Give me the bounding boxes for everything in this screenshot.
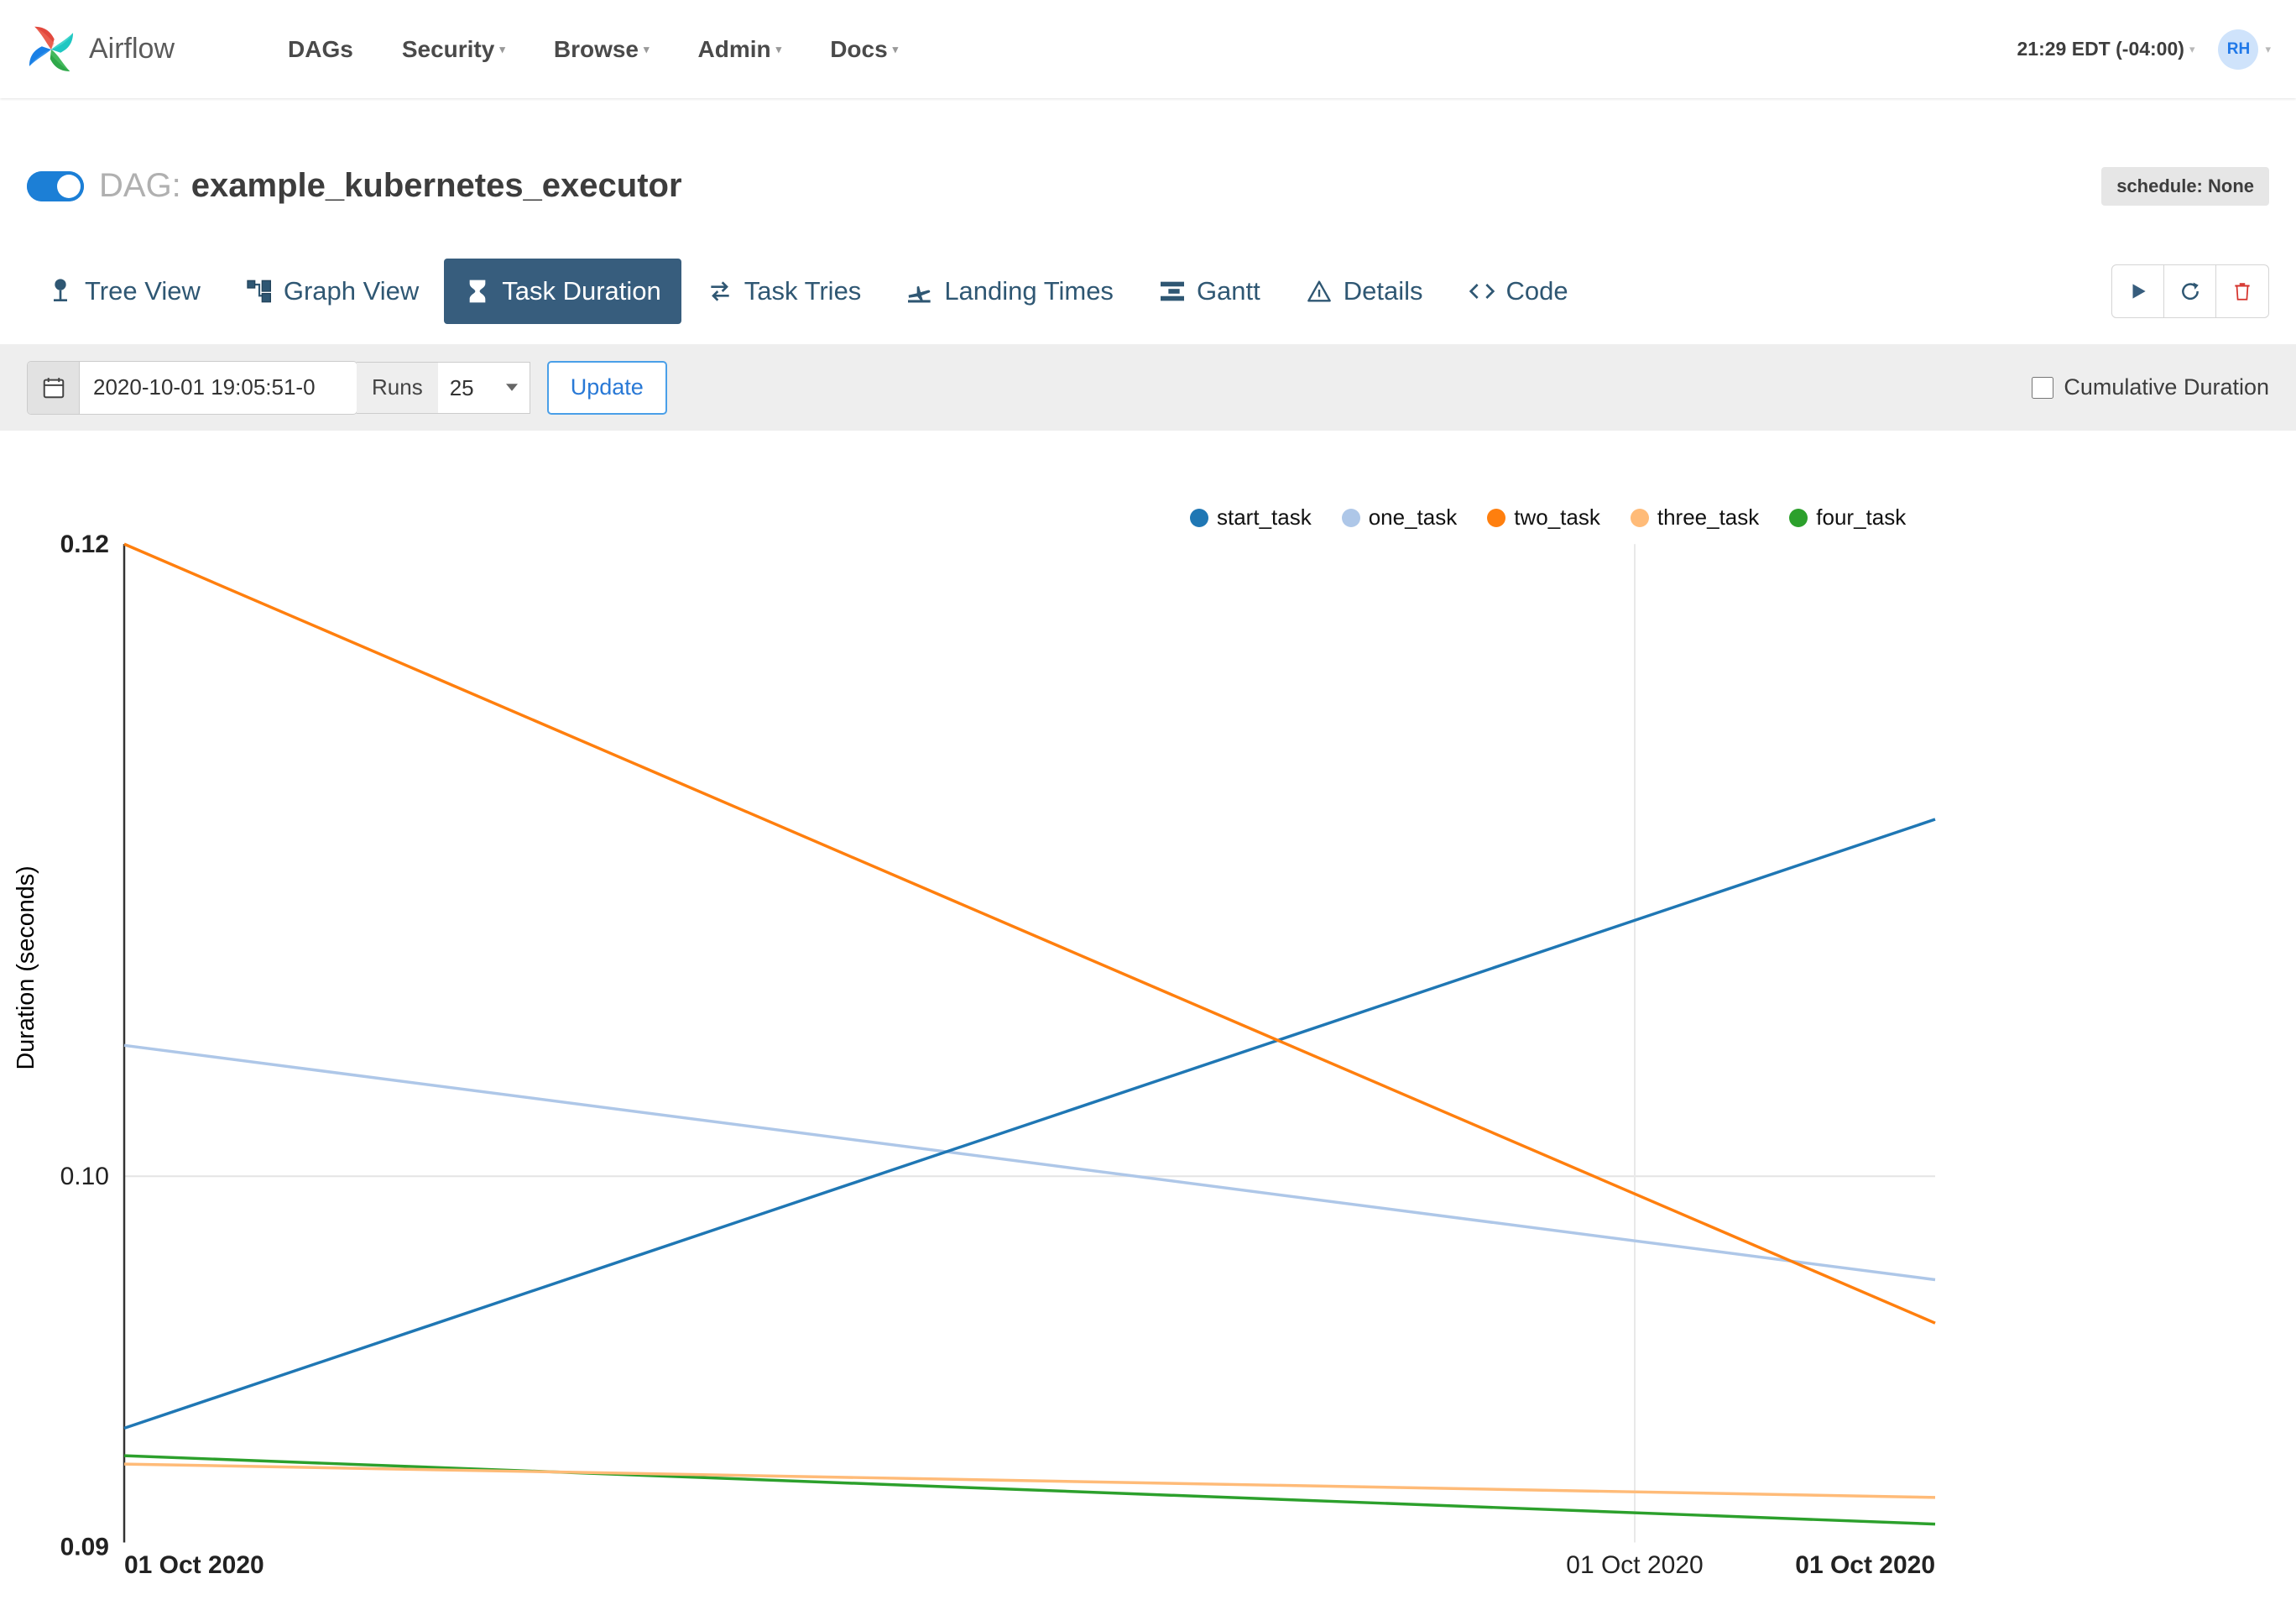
svg-text:01 Oct 2020: 01 Oct 2020 (124, 1551, 264, 1579)
svg-text:01 Oct 2020: 01 Oct 2020 (1795, 1551, 1935, 1579)
svg-text:0.12: 0.12 (60, 531, 109, 558)
svg-text:01 Oct 2020: 01 Oct 2020 (1566, 1551, 1703, 1579)
svg-text:0.10: 0.10 (60, 1163, 109, 1190)
svg-text:0.09: 0.09 (60, 1533, 109, 1561)
svg-text:Duration (seconds): Duration (seconds) (13, 865, 39, 1069)
